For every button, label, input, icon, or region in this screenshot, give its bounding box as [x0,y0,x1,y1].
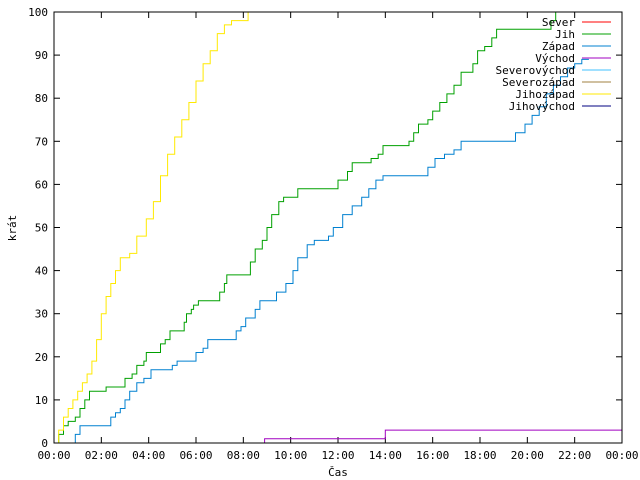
x-tick-label: 10:00 [274,449,307,462]
series-line-1 [54,12,557,444]
legend: SeverJihZápadVýchodSeverovýchodSeverozáp… [496,16,611,113]
axis-ticks: 0 10 20 30 40 50 60 70 80 90 100 00:00 02:00 04:00 06:… [28,6,638,462]
x-tick-label: 18:00 [463,449,496,462]
legend-label: Sever [542,16,575,29]
x-tick-label: 00:00 [605,449,638,462]
y-tick-label: 90 [35,49,48,62]
legend-label: Jihozápad [515,88,575,101]
plot-frame [53,11,623,444]
x-tick-label: 00:00 [37,449,70,462]
y-tick-label: 100 [28,6,48,19]
x-tick-label: 06:00 [179,449,212,462]
x-tick-label: 14:00 [369,449,402,462]
y-axis-label: krát [6,215,19,242]
legend-label: Jih [555,28,575,41]
y-tick-label: 50 [35,222,48,235]
x-tick-label: 20:00 [511,449,544,462]
y-tick-label: 60 [35,178,48,191]
x-axis-label: Čas [328,466,348,479]
y-tick-label: 20 [35,351,48,364]
x-tick-label: 04:00 [132,449,165,462]
y-tick-label: 40 [35,265,48,278]
x-tick-label: 12:00 [321,449,354,462]
y-tick-label: 80 [35,92,48,105]
x-tick-label: 22:00 [558,449,591,462]
legend-label: Severovýchod [496,64,575,77]
legend-label: Východ [535,52,575,65]
series-line-6 [54,12,249,444]
x-tick-label: 08:00 [227,449,260,462]
y-tick-label: 70 [35,135,48,148]
y-tick-label: 0 [41,437,48,450]
legend-label: Západ [542,40,575,53]
x-tick-label: 02:00 [85,449,118,462]
legend-label: Jihovýchod [509,100,575,113]
y-tick-label: 30 [35,308,48,321]
x-tick-label: 16:00 [416,449,449,462]
legend-label: Severozápad [502,76,575,89]
y-tick-label: 10 [35,394,48,407]
series-line-2 [72,58,589,444]
